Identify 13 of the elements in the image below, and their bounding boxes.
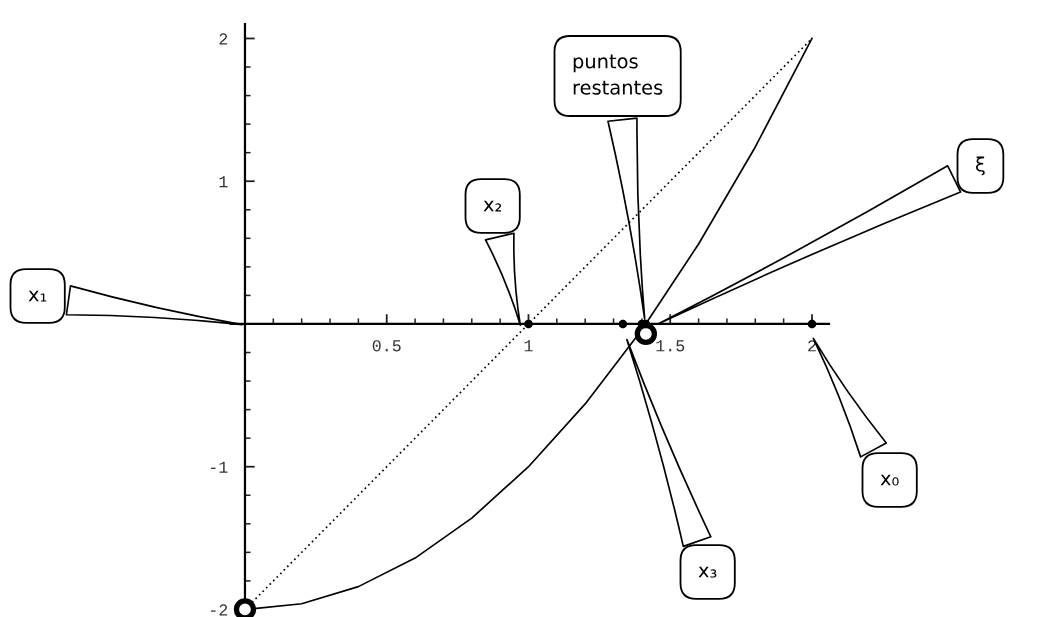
x-tick-label: 1.5 [656,340,685,352]
y-tick-label: -1 [211,461,228,473]
text: x₁ [28,290,47,302]
y-tick-label: -2 [211,604,228,616]
y-tick-label: 1 [219,176,228,188]
y-tick-label: 2 [219,33,228,45]
x-tick-label: 0.5 [372,340,401,352]
x-tick-label: 1 [524,340,533,352]
text: x₀ [880,474,899,486]
annotation: x₂ [483,200,502,212]
annotation: x₃ [698,566,717,578]
text: ξ [976,156,985,176]
annotation: puntos restantes [573,54,663,95]
